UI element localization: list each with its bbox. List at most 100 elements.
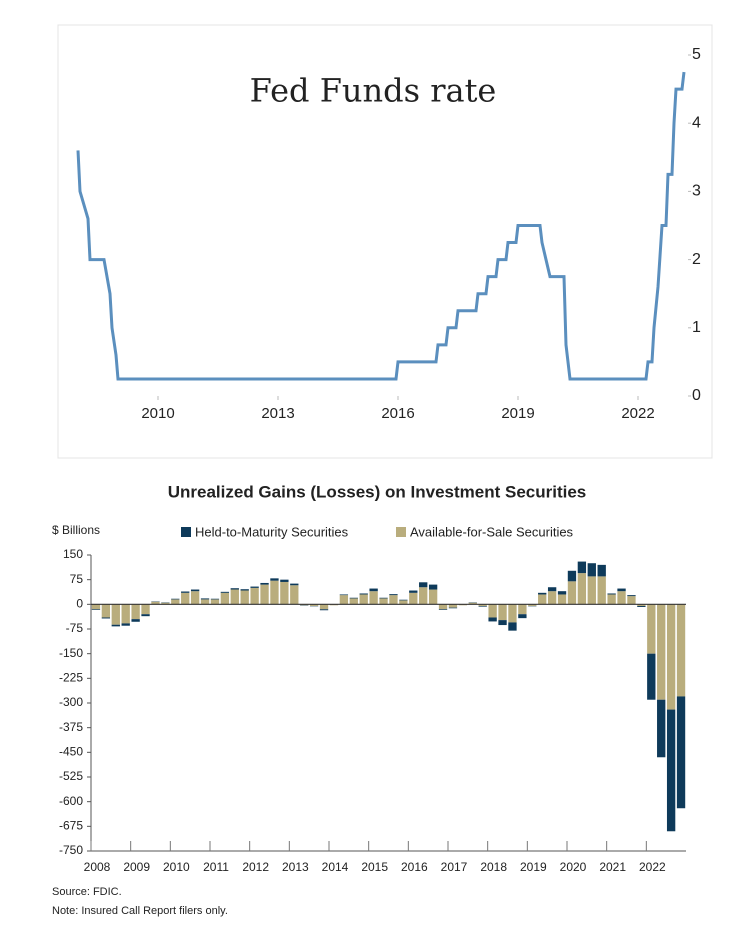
bar-segment	[250, 586, 259, 588]
bar-segment	[647, 653, 656, 700]
bar-segment	[488, 604, 497, 618]
bar-segment	[587, 576, 596, 605]
y-tick-label: 75	[70, 572, 84, 586]
bar-segment	[468, 602, 477, 605]
y-tick-label: -750	[59, 843, 83, 857]
bar-segment	[210, 599, 220, 605]
x-tick-label: 2012	[242, 860, 269, 874]
source: Source: FDIC.	[52, 886, 122, 898]
y-tick-label: 0	[76, 597, 83, 611]
bar-segment	[547, 591, 557, 605]
bar-segment	[419, 582, 428, 588]
bar-segment	[577, 573, 587, 605]
bar-segment	[438, 609, 448, 610]
x-tick-label: 2013	[261, 405, 294, 422]
x-tick-label: 2017	[441, 860, 468, 874]
bar-segment	[488, 617, 497, 622]
bar-segment	[448, 604, 458, 608]
legend-swatch	[396, 527, 406, 537]
bar-segment	[399, 600, 408, 605]
bar-segment	[538, 594, 547, 605]
x-tick-label: 2018	[480, 860, 507, 874]
y-tick-label: -150	[59, 646, 83, 660]
bar-segment	[319, 609, 329, 611]
y-tick-label: 4	[692, 114, 701, 131]
bar-segment	[280, 581, 289, 605]
bar-segment	[141, 614, 150, 617]
bar-segment	[190, 589, 200, 592]
bar-segment	[111, 604, 120, 625]
bar-segment	[518, 604, 527, 615]
x-tick-label: 2019	[520, 860, 547, 874]
y-tick-label: 2	[692, 251, 701, 268]
bar-segment	[280, 579, 289, 582]
bar-segment	[607, 594, 616, 605]
bar-segment	[676, 696, 686, 809]
x-tick-label: 2019	[501, 405, 534, 422]
chart-title: Fed Funds rate	[250, 72, 497, 110]
bar-segment	[428, 584, 438, 590]
bar-segment	[557, 591, 567, 595]
x-tick-label: 2011	[203, 860, 229, 874]
bar-segment	[319, 604, 329, 610]
bar-segment	[676, 604, 686, 697]
x-tick-label: 2010	[141, 405, 174, 422]
y-tick-label: 150	[63, 547, 83, 561]
y-tick-label: -675	[59, 819, 83, 833]
chart-title: Unrealized Gains (Losses) on Investment …	[168, 482, 587, 501]
bar-segment	[101, 604, 111, 618]
bar-segment	[528, 604, 537, 606]
bar-segment	[349, 597, 358, 599]
bar-segment	[91, 604, 101, 610]
bar-segment	[230, 588, 239, 590]
bar-segment	[647, 604, 656, 654]
bar-segment	[131, 604, 140, 620]
bar-segment	[240, 589, 249, 591]
bar-segment	[250, 587, 259, 605]
bar-segment	[666, 604, 676, 710]
x-tick-label: 2008	[84, 860, 111, 874]
bar-segment	[409, 592, 418, 605]
bar-segment	[419, 587, 428, 605]
bar-segment	[210, 598, 220, 600]
bar-segment	[379, 598, 388, 605]
bar-segment	[567, 570, 577, 582]
bar-segment	[478, 605, 487, 607]
bar-segment	[131, 619, 140, 622]
bar-segment	[666, 709, 676, 832]
bar-segment	[617, 588, 626, 592]
bar-segment	[270, 578, 279, 581]
bar-segment	[478, 604, 487, 606]
bar-segment	[111, 624, 120, 627]
bar-segment	[270, 580, 279, 605]
y-tick-label: 5	[692, 46, 701, 63]
y-tick-label: -600	[59, 794, 83, 808]
bar-segment	[508, 622, 517, 631]
note: Note: Insured Call Report filers only.	[52, 905, 228, 917]
bar-segment	[171, 599, 180, 605]
bar-segment	[577, 561, 587, 574]
bar-segment	[260, 584, 269, 605]
bar-segment	[389, 595, 398, 605]
bar-segment	[260, 582, 269, 585]
y-tick-label: 0	[692, 387, 701, 404]
y-tick-label: 3	[692, 183, 701, 200]
y-axis-label: $ Billions	[52, 523, 100, 537]
bar-segment	[557, 594, 567, 605]
bar-segment	[518, 614, 527, 619]
bar-segment	[220, 591, 230, 593]
bar-segment	[657, 604, 666, 700]
x-tick-label: 2016	[381, 405, 414, 422]
rate-line	[76, 71, 686, 381]
y-tick-label: 1	[692, 319, 701, 336]
legend-label: Available-for-Sale Securities	[410, 524, 574, 539]
bar-segment	[597, 564, 606, 577]
bar-segment	[230, 589, 239, 605]
bar-segment	[181, 591, 190, 593]
y-tick-label: -75	[66, 621, 84, 635]
y-tick-label: -450	[59, 745, 83, 759]
bar-segment	[409, 590, 418, 593]
bar-segment	[309, 604, 319, 606]
bar-segment	[498, 604, 507, 621]
bar-segment	[369, 591, 378, 605]
